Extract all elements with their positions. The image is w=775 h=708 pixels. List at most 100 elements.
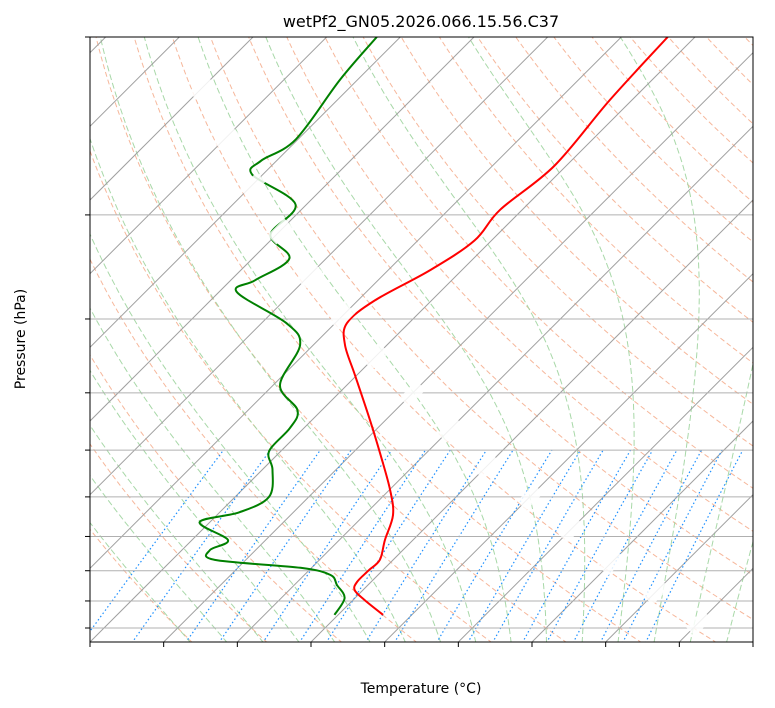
isotherm [90, 37, 696, 642]
moist-adiabat [90, 369, 300, 642]
isotherm-label-bg [213, 124, 240, 152]
dry-adiabat [629, 37, 753, 164]
isotherm-label-bg [296, 262, 323, 289]
moist-adiabat [468, 37, 635, 642]
isotherm-label-bg [189, 75, 216, 102]
mixing-ratio-line [622, 449, 723, 642]
dry-adiabat [209, 37, 753, 621]
mixing-ratio-line [365, 449, 487, 642]
dry-adiabat [705, 37, 753, 86]
moist-adiabat [265, 37, 547, 642]
isotherm [604, 493, 753, 642]
dry-adiabat [133, 37, 642, 642]
dry-adiabat [90, 528, 193, 642]
chart-title: wetPf2_GN05.2026.066.15.56.C37 [283, 12, 559, 32]
mixing-ratio-line [645, 449, 744, 642]
dry-adiabat [362, 37, 753, 447]
isotherm-label-group [362, 343, 390, 370]
mixing-ratio-line [262, 449, 393, 642]
isotherm-label-group [558, 516, 585, 543]
isotherm [90, 37, 402, 349]
dry-adiabat [438, 37, 753, 364]
dry-adiabat [248, 37, 753, 576]
isotherm-label-group [399, 380, 426, 407]
mixing-ratio-line [218, 449, 352, 642]
isotherm-label-group [643, 578, 670, 606]
moist-adiabat [90, 307, 336, 642]
temperature-line [342, 37, 669, 616]
dry-adiabat [667, 37, 753, 125]
isotherm-label-group [599, 549, 626, 576]
isotherm [90, 37, 623, 570]
isotherm [90, 37, 254, 201]
dry-adiabat [553, 37, 753, 243]
isotherm [457, 346, 753, 642]
plot-frame [89, 36, 754, 643]
moist-adiabat [143, 37, 477, 642]
dry-adiabat [95, 37, 567, 642]
isotherm-label-bg [474, 453, 501, 480]
isotherm-label-bg [685, 610, 712, 637]
moist-adiabat [619, 37, 700, 642]
mixing-ratio-line [394, 449, 514, 642]
isotherm-label-group [189, 75, 216, 102]
isotherm-label-bg [239, 172, 266, 199]
isotherm-label-bg [437, 416, 464, 443]
isotherm-label-group [296, 262, 323, 289]
isotherm-label-bg [267, 218, 294, 245]
moist-adiabat [90, 424, 264, 642]
mixing-ratio-line [572, 449, 678, 642]
dry-adiabat [90, 443, 268, 642]
background-lines [90, 25, 775, 643]
dewpoint-line [198, 37, 378, 616]
dry-adiabat [591, 37, 753, 203]
dry-adiabat [286, 37, 753, 532]
isotherm-label-group [267, 218, 294, 245]
moist-adiabat [352, 37, 586, 642]
isotherm-label-group [239, 172, 266, 199]
isotherm [90, 37, 328, 275]
isotherm-label-bg [399, 380, 426, 407]
dry-adiabat [515, 37, 753, 283]
isotherm-label-group [517, 484, 544, 511]
mixing-ratio-line [131, 449, 271, 642]
isotherm-label-group [685, 610, 712, 637]
isotherm-label-bg [362, 343, 390, 370]
moist-adiabat [90, 137, 406, 642]
line-labels [189, 75, 712, 637]
moist-adiabat [99, 37, 442, 642]
dry-adiabat [324, 37, 753, 489]
dry-adiabat [90, 354, 343, 642]
isotherm-label-bg [517, 484, 544, 511]
isotherm [310, 199, 753, 642]
isotherm-label-group [329, 303, 356, 330]
x-axis-label: Temperature (°C) [360, 681, 482, 697]
isotherm-label-bg [599, 549, 626, 576]
dry-adiabat [90, 258, 418, 642]
isotherm [90, 37, 475, 422]
y-axis-label: Pressure (hPa) [13, 289, 29, 389]
mixing-ratio-line [90, 449, 224, 633]
isotherm-label-bg [643, 578, 670, 606]
moist-adiabat [197, 37, 512, 642]
isotherm-label-group [437, 416, 464, 443]
sounding-profiles [198, 37, 669, 616]
moist-adiabat [689, 361, 753, 642]
isotherm-label-group [474, 453, 501, 480]
mixing-ratio-line [299, 449, 426, 642]
moist-adiabat [726, 539, 753, 642]
isotherm-label-bg [558, 516, 585, 543]
dry-adiabat [400, 37, 753, 405]
isotherm [162, 51, 753, 642]
isotherm [236, 125, 753, 642]
dry-adiabat [771, 25, 775, 643]
mixing-ratio-line [599, 449, 703, 642]
mixing-ratio-line [467, 449, 581, 642]
isotherm-label-bg [329, 303, 356, 330]
mixing-ratio-line [546, 449, 654, 642]
isotherm [752, 641, 753, 642]
isotherm-label-group [213, 124, 240, 152]
dry-adiabat [744, 37, 753, 47]
mixing-ratio-line [185, 449, 321, 642]
